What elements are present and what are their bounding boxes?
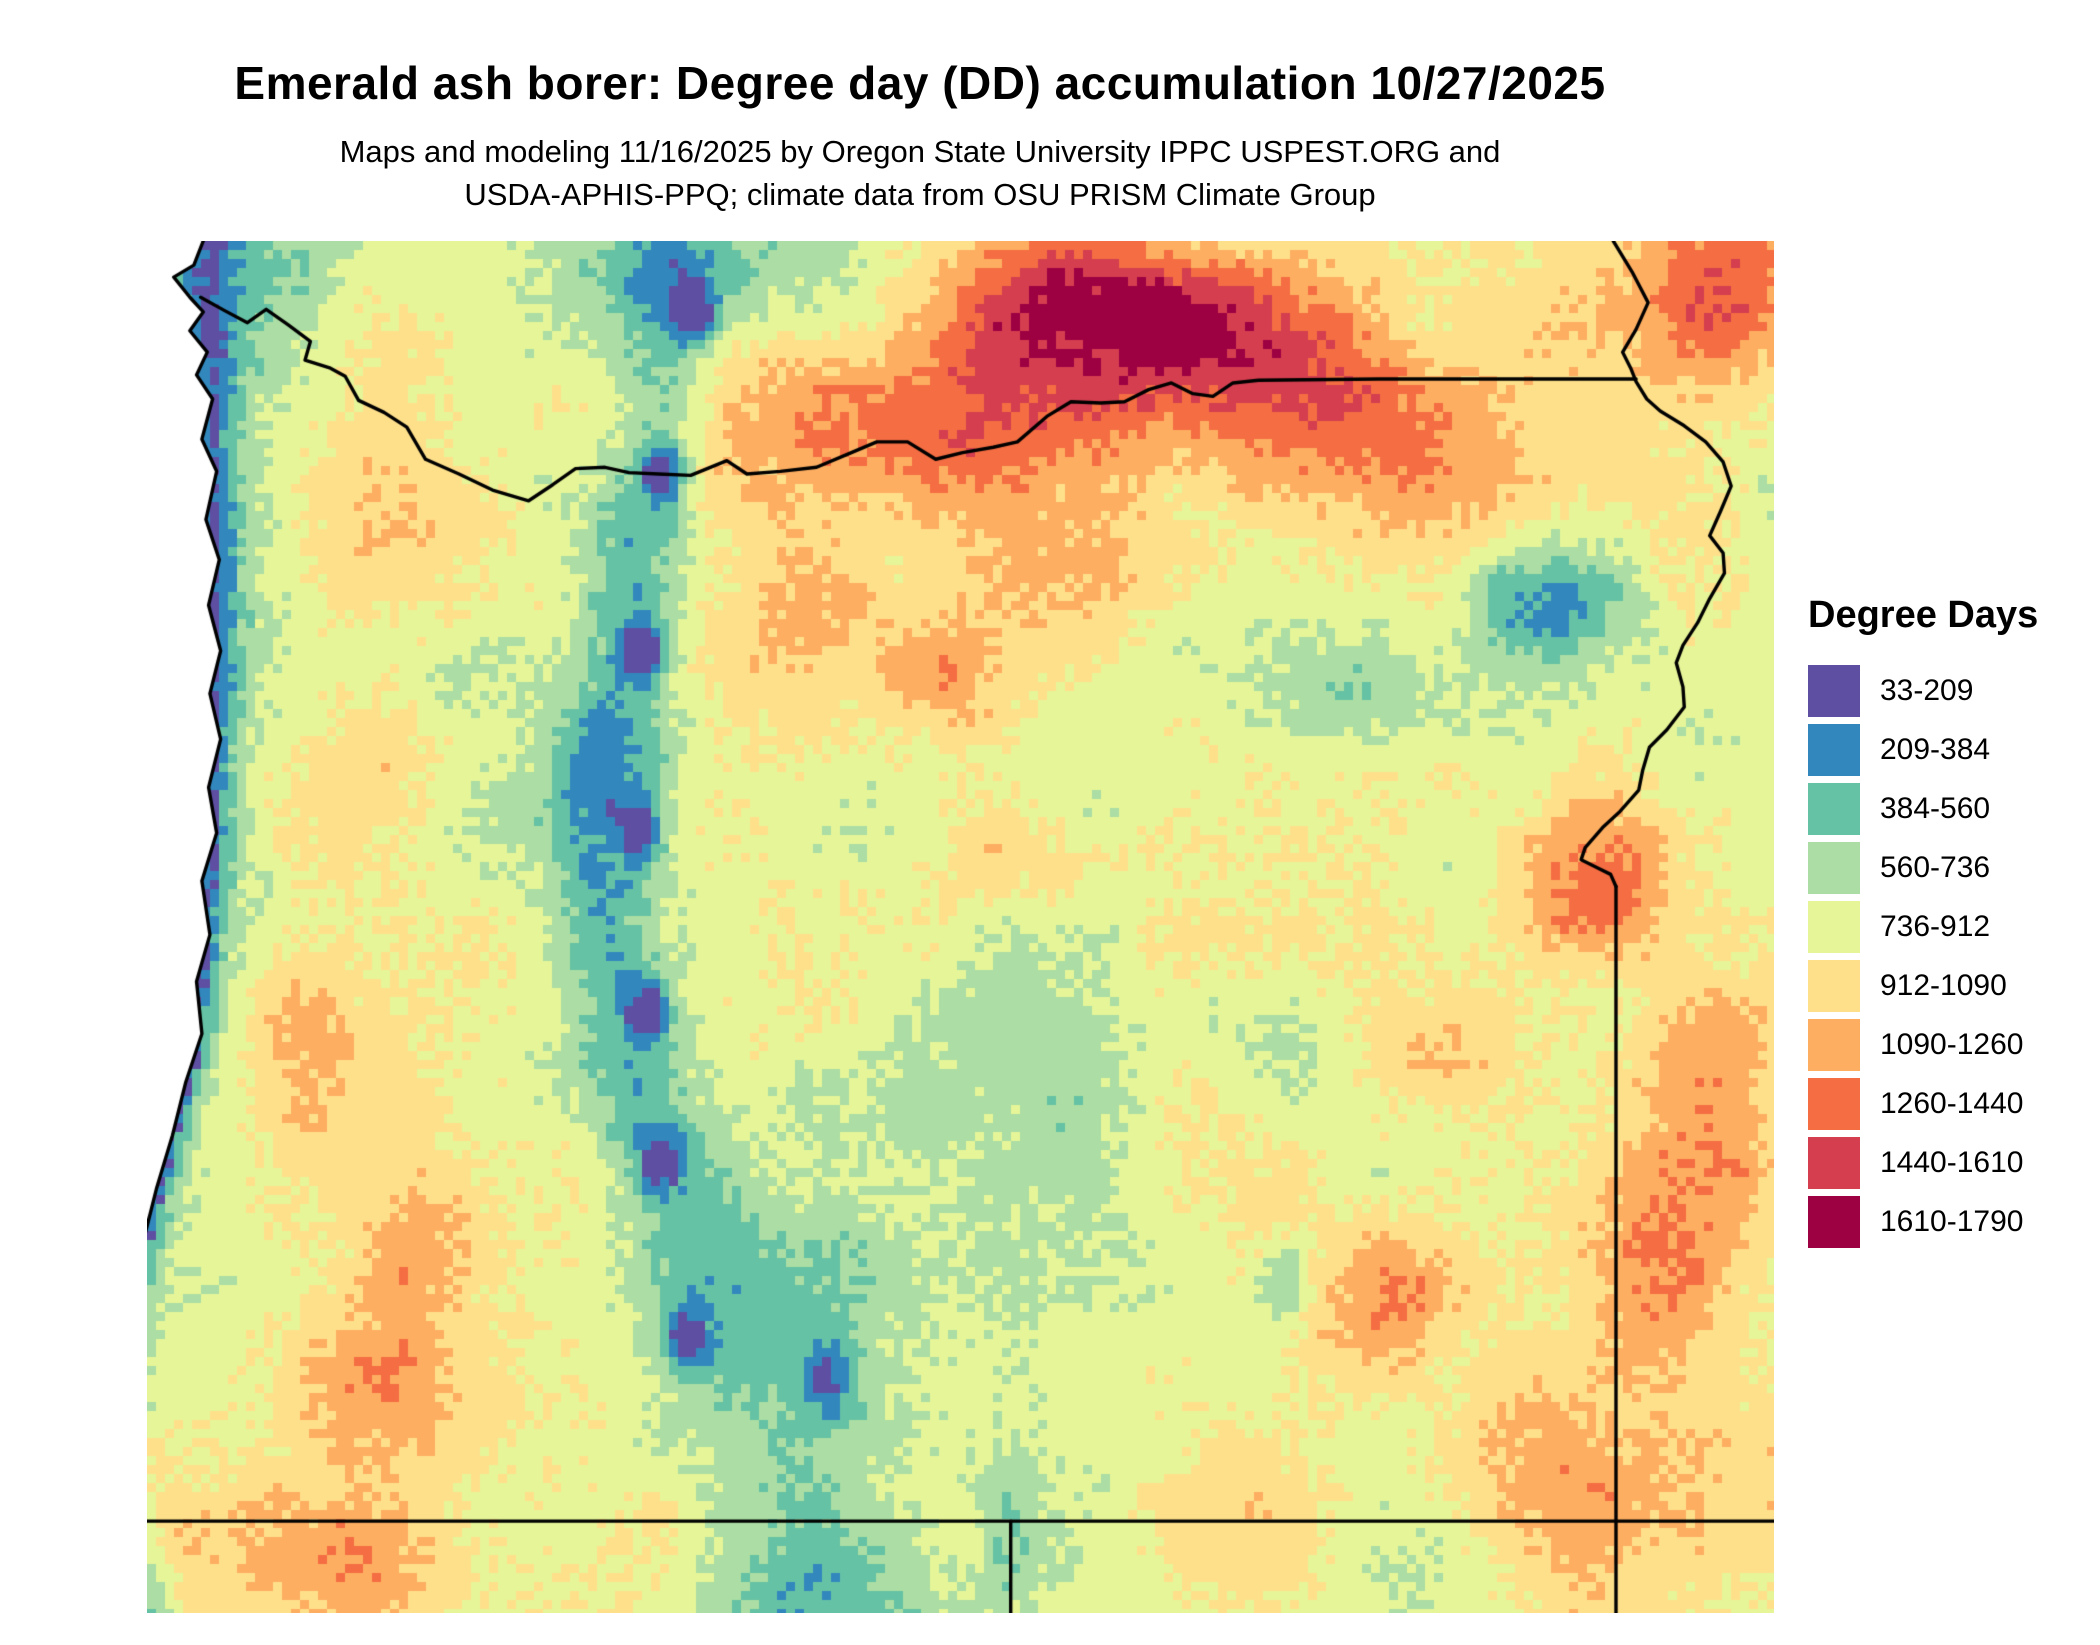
- legend-color-swatch: [1808, 1136, 1860, 1189]
- legend-label: 912-1090: [1880, 968, 2007, 1002]
- legend-entry: 912-1090: [1808, 956, 2098, 1015]
- legend-color-swatch: [1808, 1195, 1860, 1248]
- legend-label: 209-384: [1880, 732, 1991, 766]
- legend-label: 1610-1790: [1880, 1204, 2024, 1238]
- subtitle-line-1: Maps and modeling 11/16/2025 by Oregon S…: [339, 134, 1501, 169]
- legend-label: 736-912: [1880, 909, 1991, 943]
- oregon-degree-day-raster-map: [147, 241, 1774, 1613]
- legend-entry: 384-560: [1808, 779, 2098, 838]
- legend-label: 1090-1260: [1880, 1027, 2024, 1061]
- legend-entry: 1090-1260: [1808, 1015, 2098, 1074]
- map-title: Emerald ash borer: Degree day (DD) accum…: [234, 57, 1606, 109]
- legend-entry: 209-384: [1808, 720, 2098, 779]
- legend-color-swatch: [1808, 1077, 1860, 1130]
- legend: Degree Days 33-209 209-384 384-560 560-736 7…: [1808, 594, 2098, 1251]
- legend-color-swatch: [1808, 959, 1860, 1012]
- legend-label: 1260-1440: [1880, 1086, 2024, 1120]
- legend-entry: 33-209: [1808, 661, 2098, 720]
- legend-label: 560-736: [1880, 850, 1991, 884]
- map-subtitle: Maps and modeling 11/16/2025 by Oregon S…: [0, 130, 1840, 217]
- legend-entry: 736-912: [1808, 897, 2098, 956]
- legend-color-swatch: [1808, 900, 1860, 953]
- legend-entry: 1260-1440: [1808, 1074, 2098, 1133]
- legend-entry: 1440-1610: [1808, 1133, 2098, 1192]
- legend-color-swatch: [1808, 782, 1860, 835]
- legend-label: 33-209: [1880, 673, 1974, 707]
- legend-color-swatch: [1808, 1018, 1860, 1071]
- legend-entry: 1610-1790: [1808, 1192, 2098, 1251]
- legend-color-swatch: [1808, 841, 1860, 894]
- legend-color-swatch: [1808, 664, 1860, 717]
- subtitle-line-2: USDA-APHIS-PPQ; climate data from OSU PR…: [464, 177, 1376, 213]
- legend-items: 33-209 209-384 384-560 560-736 736-912 912-10…: [1808, 661, 2098, 1251]
- legend-label: 1440-1610: [1880, 1145, 2024, 1179]
- header: Emerald ash borer: Degree day (DD) accum…: [0, 56, 1840, 217]
- legend-title: Degree Days: [1808, 594, 2039, 636]
- legend-color-swatch: [1808, 723, 1860, 776]
- legend-label: 384-560: [1880, 791, 1991, 825]
- legend-entry: 560-736: [1808, 838, 2098, 897]
